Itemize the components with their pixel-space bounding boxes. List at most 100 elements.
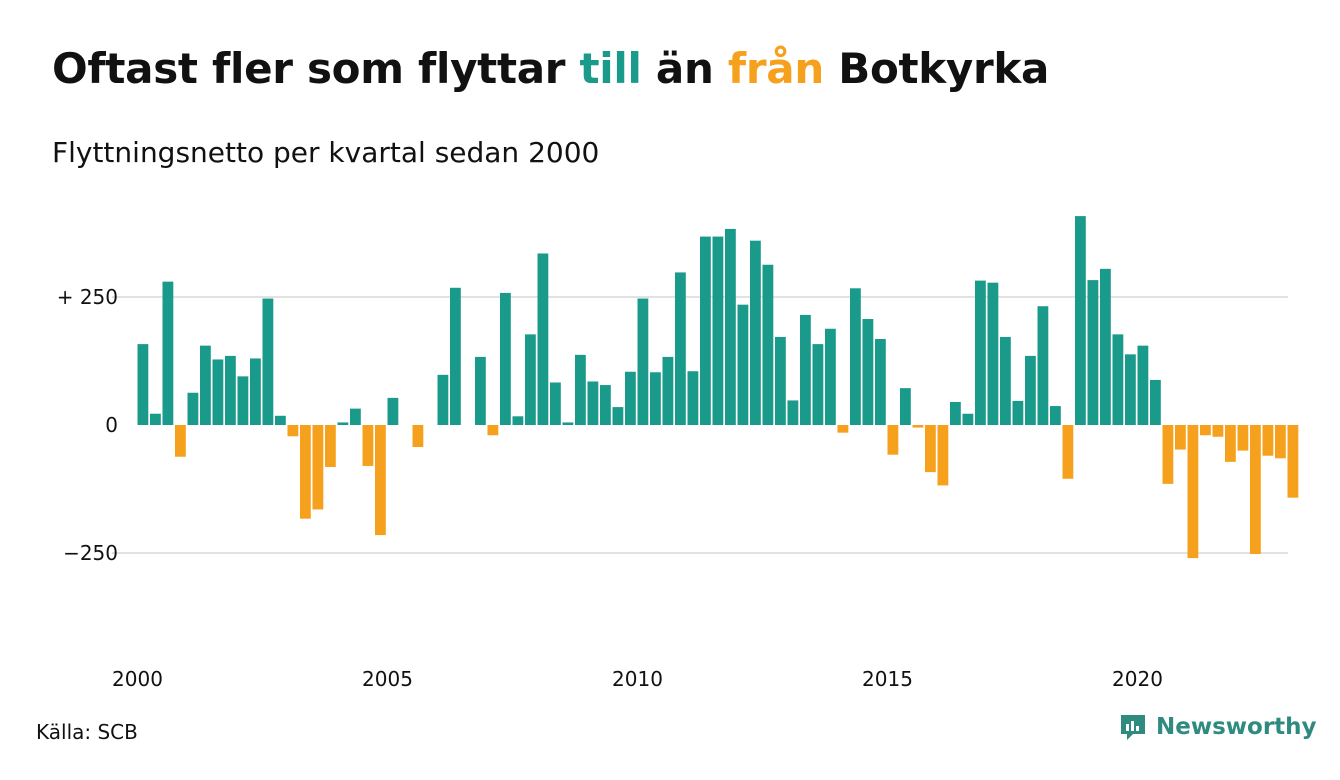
bar [675, 272, 686, 425]
bar [950, 401, 961, 425]
bar [187, 392, 199, 425]
title-text-3: Botkyrka [823, 44, 1050, 93]
y-tick-label: −250 [63, 541, 118, 565]
x-tick-label: 2015 [862, 667, 913, 691]
bar [1112, 334, 1124, 425]
bar [475, 356, 486, 425]
bar [987, 282, 999, 425]
bar [1137, 345, 1149, 425]
bar [587, 381, 599, 425]
bar [450, 287, 461, 425]
brand-name: Newsworthy [1156, 714, 1317, 740]
bar [662, 356, 674, 425]
bar [337, 422, 349, 425]
bar [1012, 400, 1024, 425]
bar [362, 425, 374, 466]
bar [1287, 425, 1299, 498]
bar [875, 338, 886, 425]
bar [712, 236, 724, 425]
title-text-1: Oftast fler som flyttar [52, 44, 580, 93]
bar [550, 382, 561, 425]
bar [1275, 425, 1286, 459]
bar [387, 397, 399, 425]
chart-subtitle: Flyttningsnetto per kvartal sedan 2000 [52, 136, 600, 169]
bar [737, 304, 749, 425]
bar [512, 416, 524, 425]
bar [1025, 355, 1036, 425]
bar [1212, 425, 1224, 437]
bar [537, 253, 549, 425]
bar [650, 372, 661, 425]
title-word-till: till [579, 44, 642, 93]
bar [912, 425, 924, 428]
bar [1062, 425, 1074, 479]
bar [787, 400, 799, 425]
bar [750, 240, 761, 425]
x-tick-label: 2010 [612, 667, 663, 691]
title-word-fran: från [727, 44, 824, 93]
source-note: Källa: SCB [36, 720, 138, 744]
bar [1175, 425, 1186, 450]
bar [1187, 425, 1199, 559]
bar [262, 298, 274, 425]
bar [687, 371, 699, 425]
bar [212, 359, 224, 425]
bar [862, 319, 874, 425]
bar [762, 264, 774, 425]
bar [200, 345, 211, 425]
bar [637, 298, 649, 425]
bar-chart: + 250 0 −250 2000 2005 2010 2015 2020 [57, 216, 1299, 691]
bar [162, 281, 174, 425]
bar [900, 388, 911, 425]
bar [375, 425, 386, 536]
bar [1125, 354, 1136, 425]
bar [312, 425, 324, 510]
title-text-2: än [641, 44, 728, 93]
y-tick-label: 0 [105, 413, 118, 437]
bar [1037, 306, 1049, 425]
x-tick-label: 2020 [1112, 667, 1163, 691]
bar [175, 425, 186, 457]
bar [275, 415, 286, 425]
bar [837, 425, 849, 433]
bar [1050, 406, 1061, 425]
bar [1100, 268, 1111, 425]
chart-title: Oftast fler som flyttar till än från Bot… [52, 44, 1049, 93]
newsworthy-logo-icon [1121, 715, 1145, 740]
bar [412, 425, 424, 448]
bar [137, 344, 149, 425]
bar [150, 413, 161, 425]
bar [1075, 216, 1086, 425]
bar [1000, 336, 1011, 425]
bar [1225, 425, 1236, 462]
bar [300, 425, 311, 519]
bar [575, 354, 586, 425]
brand-logo: Newsworthy [1118, 712, 1317, 742]
y-tick-label: + 250 [57, 285, 118, 309]
bar [487, 425, 499, 436]
bar [850, 288, 861, 425]
bar [287, 425, 299, 437]
bar [775, 336, 786, 425]
bar [525, 334, 536, 425]
x-tick-label: 2000 [112, 667, 163, 691]
bar [1162, 425, 1174, 484]
bar [700, 236, 711, 425]
bar [1150, 379, 1161, 425]
bar [325, 425, 336, 467]
bar [925, 425, 936, 473]
bar [625, 371, 636, 425]
bar [962, 413, 974, 425]
bar [1250, 425, 1261, 555]
bar [562, 422, 574, 425]
bar [1200, 425, 1211, 436]
bar [812, 344, 824, 425]
bar [1087, 280, 1099, 425]
x-tick-label: 2005 [362, 667, 413, 691]
bar [612, 407, 624, 425]
bar [237, 376, 249, 425]
bar [887, 425, 899, 455]
bar [1237, 425, 1249, 451]
bar [225, 355, 236, 425]
bar [975, 280, 986, 425]
